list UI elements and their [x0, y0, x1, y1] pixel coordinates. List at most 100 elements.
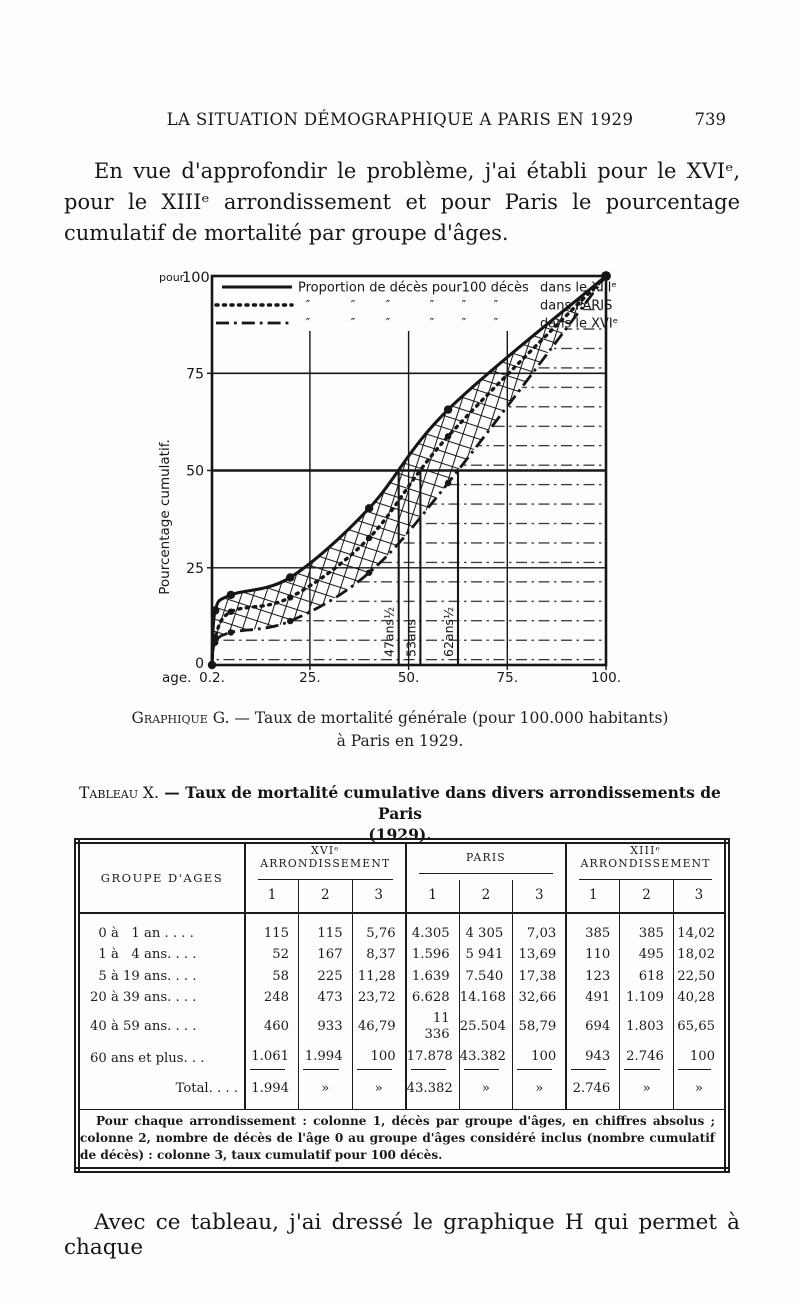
value-cell: 1.803	[619, 1008, 674, 1046]
table-row: 60 ans et plus. . . 1.061 1.994 100 17.878 43…	[77, 1045, 727, 1073]
x-tick-label: 100.	[591, 670, 621, 686]
value-cell: 17.878	[404, 1045, 460, 1073]
x-tick-label: 50.	[398, 670, 419, 686]
total-cell: »	[672, 1072, 727, 1110]
data-point	[364, 504, 374, 513]
group-header: XIIIᵉ ARRONDISSEMENT	[565, 841, 727, 880]
age-group-label: 40 à 59 ans. . . .	[90, 1019, 197, 1035]
value-cell: 23,72	[351, 987, 406, 1009]
legend-ditto-mark: ″	[494, 316, 499, 330]
value-cell: 491	[565, 987, 620, 1009]
value-cell: 11,28	[351, 965, 406, 988]
value-cell: 40,28	[672, 987, 727, 1009]
value-cell: 618	[619, 965, 674, 988]
value-cell: 58	[244, 965, 299, 988]
value-cell: 7,03	[512, 913, 567, 945]
total-row: Total. . . . 1.994»» 43.382»» 2.746»»	[77, 1072, 727, 1110]
value-cell: 17,38	[512, 965, 567, 988]
value-cell: 110	[565, 944, 620, 966]
value-cell: 1.596	[404, 944, 460, 966]
y-axis-label: Pourcentage cumulatif.	[157, 439, 173, 595]
value-cell: 123	[565, 965, 620, 988]
value-cell: 385	[619, 913, 674, 945]
value-cell: 7.540	[458, 965, 513, 988]
value-cell: 1.061	[244, 1045, 299, 1073]
value-cell: 167	[298, 944, 353, 966]
data-point	[211, 606, 220, 615]
legend-ditto-mark: ″	[430, 316, 435, 330]
table-footnote: Pour chaque arrondissement : colonne 1, …	[80, 1113, 715, 1163]
footnote-row: Pour chaque arrondissement : colonne 1, …	[77, 1109, 727, 1170]
value-cell: 1.109	[619, 987, 674, 1009]
value-cell: 46,79	[351, 1008, 406, 1046]
value-cell: 943	[565, 1045, 620, 1073]
intro-paragraph: En vue d'approfondir le problème, j'ai é…	[64, 159, 740, 246]
value-cell: 1.639	[404, 965, 460, 988]
legend-ditto-mark: ″	[306, 316, 311, 330]
data-point	[226, 590, 236, 600]
data-point	[212, 639, 219, 646]
value-cell: 495	[619, 944, 674, 966]
corner-header: GROUPE D'AGES	[100, 871, 224, 885]
figure-caption-line2: à Paris en 1929.	[336, 732, 464, 751]
y-top-label-100: 100	[182, 270, 210, 286]
legend-ditto-mark: ″	[386, 298, 391, 312]
figure-caption-label: Graphique G.	[131, 709, 230, 727]
total-cell: »	[458, 1072, 513, 1110]
age-group-label: 60 ans et plus. . .	[90, 1051, 205, 1066]
value-cell: 6.628	[404, 987, 460, 1009]
value-cell: 43.382	[458, 1045, 513, 1073]
value-cell: 32,66	[512, 987, 567, 1009]
y-tick-label: 50	[186, 464, 204, 480]
closing-paragraph: Avec ce tableau, j'ai dressé le graphiqu…	[64, 1210, 740, 1260]
value-cell: 460	[244, 1008, 299, 1046]
table-row: 40 à 59 ans. . . . 460 933 46,79 11 336 25.50…	[77, 1008, 727, 1046]
data-point	[227, 629, 235, 636]
value-cell: 14.168	[458, 987, 513, 1009]
tableau-x: GROUPE D'AGES XVIᵉ ARRONDISSEMENT PARIS XI…	[74, 838, 730, 1173]
subcol-header: 2	[619, 880, 674, 913]
data-point	[443, 405, 453, 414]
median-label: 53ans	[403, 619, 418, 657]
table-title-text: — Taux de mortalité cumulative dans dive…	[158, 783, 721, 823]
legend-entry: dans le XIIIᵉ	[540, 281, 617, 296]
total-cell: 1.994	[244, 1072, 299, 1110]
value-cell: 473	[298, 987, 353, 1009]
value-cell: 58,79	[512, 1008, 567, 1046]
value-cell: 18,02	[672, 944, 727, 966]
table-title: Tableau X. — Taux de mortalité cumulativ…	[55, 783, 745, 846]
legend-text-prefix: Proportion de décès pour100 décès	[298, 281, 529, 296]
subcol-header: 1	[244, 880, 299, 913]
table-row: 1 à 4 ans. . . . 52 167 8,37 1.596 5 941 13,69…	[77, 944, 727, 966]
x-tick-label: 75.	[497, 670, 518, 686]
legend-ditto-mark: ″	[494, 298, 499, 312]
series-xiii-line	[210, 274, 608, 666]
total-cell: »	[298, 1072, 353, 1110]
total-label: Total. . . .	[175, 1081, 238, 1097]
value-cell: 100	[512, 1045, 567, 1073]
value-cell: 52	[244, 944, 299, 966]
value-cell: 2.746	[619, 1045, 674, 1073]
y-tick-label: 25	[186, 561, 204, 577]
data-point	[444, 479, 452, 487]
age-group-label: 20 à 39 ans. . . .	[90, 989, 197, 1005]
total-cell: 43.382	[404, 1072, 460, 1110]
x-axis-label: age.	[162, 670, 191, 686]
median-label: 47ans½	[382, 607, 397, 657]
page-header-title: LA SITUATION DÉMOGRAPHIQUE A PARIS EN 19…	[166, 110, 634, 129]
value-cell: 14,02	[672, 913, 727, 945]
value-cell: 22,50	[672, 965, 727, 988]
age-group-label: 5 à 19 ans. . . .	[90, 968, 197, 984]
data-point	[287, 617, 294, 625]
value-cell: 100	[351, 1045, 406, 1073]
value-cell: 13,69	[512, 944, 567, 966]
value-cell: 225	[298, 965, 353, 988]
total-cell: »	[512, 1072, 567, 1110]
x-tick-label: 25.	[299, 670, 320, 686]
subcol-header: 3	[672, 880, 727, 913]
legend-ditto-mark: ″	[462, 298, 467, 312]
value-cell: 4.305	[404, 913, 460, 945]
legend-entry: dans PARIS	[540, 299, 612, 314]
value-cell: 248	[244, 987, 299, 1009]
legend-ditto-mark: ″	[462, 316, 467, 330]
